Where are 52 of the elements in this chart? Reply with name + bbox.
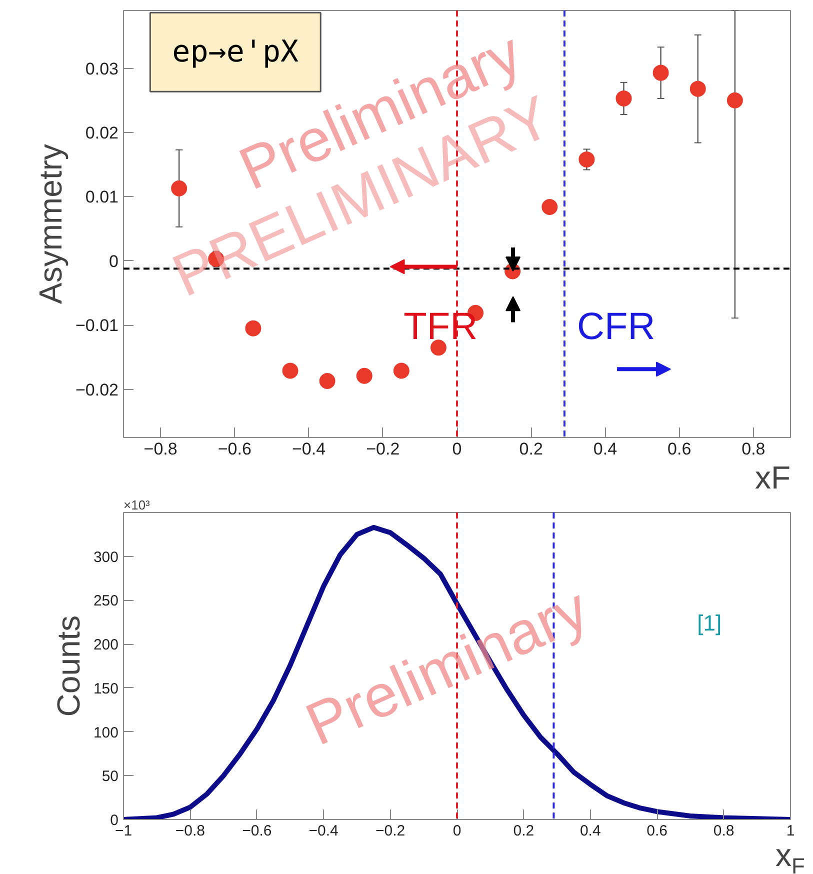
x-tick-label: 0.6 [646,822,668,840]
point [578,151,595,168]
x-axis-title: x$_{F}$ [774,837,805,874]
x-tick-label: 0.8 [713,822,734,840]
x-tick-label: 1 [786,822,795,840]
y-tick-label: −0.01 [75,316,118,336]
x-tick-label: −0.8 [175,822,206,840]
y-tick-label: 0.03 [85,59,119,78]
point [282,362,298,379]
y-tick-label: 50 [102,768,119,786]
x-tick-label: 0.2 [513,822,534,840]
point [319,373,336,389]
y-tick-label: 150 [93,680,119,698]
y-tick-label: 100 [93,724,119,742]
y-tick-label: 300 [93,548,119,566]
x-tick-label: 0.2 [519,440,543,458]
y-tick-label: 0.02 [85,124,119,142]
point [726,92,743,108]
point [652,64,669,81]
x-tick-label: −0.6 [218,440,252,458]
point [616,90,632,106]
point [393,362,410,379]
point [542,199,558,215]
y-tick-label: −0.02 [75,380,118,400]
y-tick-label: 200 [93,636,119,654]
point [430,340,446,356]
point [356,368,372,384]
x-tick-label: 0 [452,440,462,458]
x-tick-label: −0.4 [292,440,326,458]
x-tick-label: −0.4 [308,822,338,840]
x-tick-label: 0.4 [593,440,618,458]
point [245,320,262,336]
y-tick-label: 0.01 [85,188,119,207]
x-tick-label: −0.2 [375,822,406,840]
x-tick-label: −0.8 [144,440,178,458]
annotation: [1] [697,610,722,636]
x-tick-label: 0 [452,822,462,840]
x-tick-label: 0.8 [742,440,766,458]
annotation: TFR [404,306,478,348]
y-tick-label: 0 [109,252,119,271]
x-axis-title: xF [754,460,790,496]
y-tick-label: 0 [110,812,118,829]
y-tick-label: 250 [93,592,119,610]
text: ×10³ [124,498,151,512]
x-tick-label: 0.4 [580,822,601,840]
y-axis-title: Asymmetry [32,144,68,304]
point [690,80,706,97]
y-axis-title: Counts [50,615,86,717]
x-tick-label: 0.6 [668,440,692,458]
x-tick-label: −0.6 [242,822,272,840]
annotation: CFR [577,306,656,348]
x-tick-label: −0.2 [366,440,400,458]
